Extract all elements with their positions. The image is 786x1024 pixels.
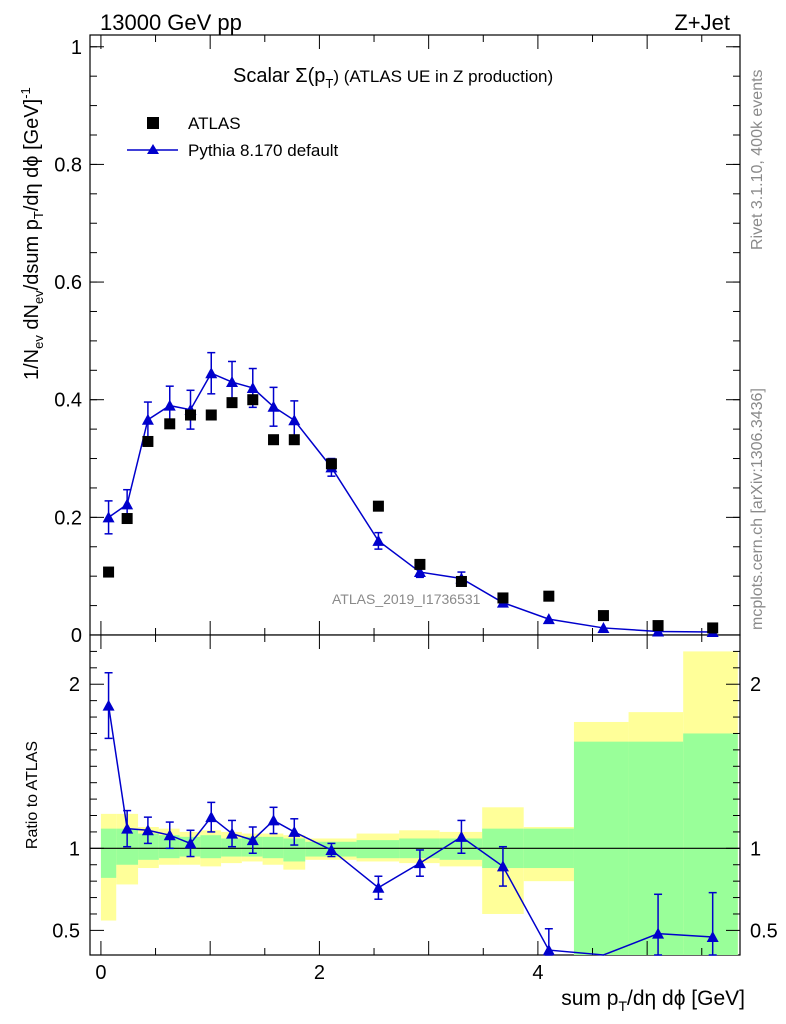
main-plot-frame [89,34,741,636]
header-left: 13000 GeV pp [100,10,242,35]
ratio-pythia-point [267,814,280,826]
atlas-point [325,458,337,470]
ratio-xtick-label: 2 [314,962,325,984]
ratio-pythia-point [542,944,555,956]
ratio-pythia-point [163,829,176,841]
pythia-point [372,534,385,546]
pythia-point [121,498,134,510]
plot-title: Scalar Σ(pT) (ATLAS UE in Z production) [233,65,553,91]
main-ytick-label: 0.8 [54,154,82,176]
ratio-pythia-point [226,827,239,839]
ratio-pythia-point [141,824,154,836]
pythia-point [413,566,426,578]
atlas-point [205,409,217,421]
atlas-point [707,622,719,634]
ratio-pythia-point [706,930,719,942]
ratio-xtick-label: 0 [95,962,106,984]
ratio-y-axis-label: Ratio to ATLAS [24,741,41,849]
ratio-band-inner-0 [100,828,117,878]
pythia-point [542,613,555,625]
main-axis-ticks: 0 0.2 0.4 0.6 0.8 1 [54,35,740,647]
atlas-point [142,435,154,447]
ratio-pythia-point [372,881,385,893]
plot-title-rest: ) (ATLAS UE in Z production) [333,67,553,86]
ratio-pythia-point [102,699,115,711]
atlas-point [164,418,176,430]
ratio-pythia-point [652,927,665,939]
ratio-band-inner-2 [138,833,159,860]
ratio-ytick-label-left: 2 [69,674,80,696]
atlas-point [268,434,280,446]
legend-atlas-label: ATLAS [188,114,241,133]
atlas-point [597,610,609,622]
ratio-pythia-point [184,837,197,849]
ratio-pythia-point [121,822,134,834]
main-ytick-label: 0.2 [54,507,82,529]
main-ytick-label: 0.4 [54,390,82,412]
ratio-band-inner-11 [356,840,400,859]
atlas-point [372,500,384,512]
ratio-ytick-label-left: 0.5 [52,920,80,942]
ratio-ytick-label-right: 0.5 [750,920,778,942]
atlas-point [543,590,555,602]
ratio-ytick-label-left: 1 [69,838,80,860]
ratio-pythia-point [455,830,468,842]
pythia-point [267,400,280,412]
atlas-point [247,394,259,406]
atlas-point [288,434,300,446]
ratio-pythia-point [496,860,509,872]
pythia-point [288,414,301,426]
legend-pythia-marker [147,144,159,154]
pythia-point [205,367,218,379]
plot-title-sub: T [325,76,333,91]
atlas-point [652,620,664,632]
ratio-pythia-point [413,857,426,869]
atlas-point [226,397,238,409]
ratio-band-inner-9 [283,838,306,862]
main-ytick-label: 0.6 [54,272,82,294]
plot-title-main: Scalar Σ(p [233,65,325,87]
rivet-info: Rivet 3.1.10, 400k events [749,69,766,250]
atlas-point [497,592,509,604]
ratio-band-inner-6 [221,838,242,857]
main-ytick-label: 1 [71,37,82,59]
legend-pythia-label: Pythia 8.170 default [188,141,339,160]
main-ytick-label: 0 [71,625,82,647]
atlas-point [455,575,467,587]
atlas-point [414,558,426,570]
ratio-band-inner-8 [262,836,284,859]
ratio-pythia-point [325,843,338,855]
main-data-series [102,351,719,638]
pythia-point [141,413,154,425]
mcplots-info: mcplots.cern.ch [arXiv:1306.3436] [749,388,766,630]
pythia-point [163,399,176,411]
pythia-point [102,511,115,523]
ratio-data-series [102,671,719,956]
ratio-uncertainty-bands [90,651,740,955]
main-y-axis-label: 1/Nev dNev/dsum pT/dη dϕ [GeV]-1 [18,87,46,380]
ratio-xtick-label: 4 [532,962,543,984]
ratio-pythia-point [288,825,301,837]
legend-atlas-marker [147,117,159,129]
atlas-point [185,409,197,421]
atlas-point [103,566,115,578]
x-axis-label: sum pT/dη dϕ [GeV] [561,987,745,1014]
ratio-band-inner-18 [683,733,738,955]
ratio-ytick-label-right: 1 [750,838,761,860]
ratio-pythia-point [246,834,259,846]
atlas-point [121,513,133,525]
ratio-band-inner-5 [200,835,222,859]
analysis-watermark: ATLAS_2019_I1736531 [332,591,481,607]
ratio-axis-ticks: 0.5 0.5 1 1 2 2 0 2 4 [52,635,778,984]
pythia-point [246,381,259,393]
header-right: Z+Jet [674,10,730,35]
ratio-pythia-point [205,811,218,823]
pythia-point [597,621,610,633]
pythia-point [226,376,239,388]
ratio-ytick-label-right: 2 [750,674,761,696]
